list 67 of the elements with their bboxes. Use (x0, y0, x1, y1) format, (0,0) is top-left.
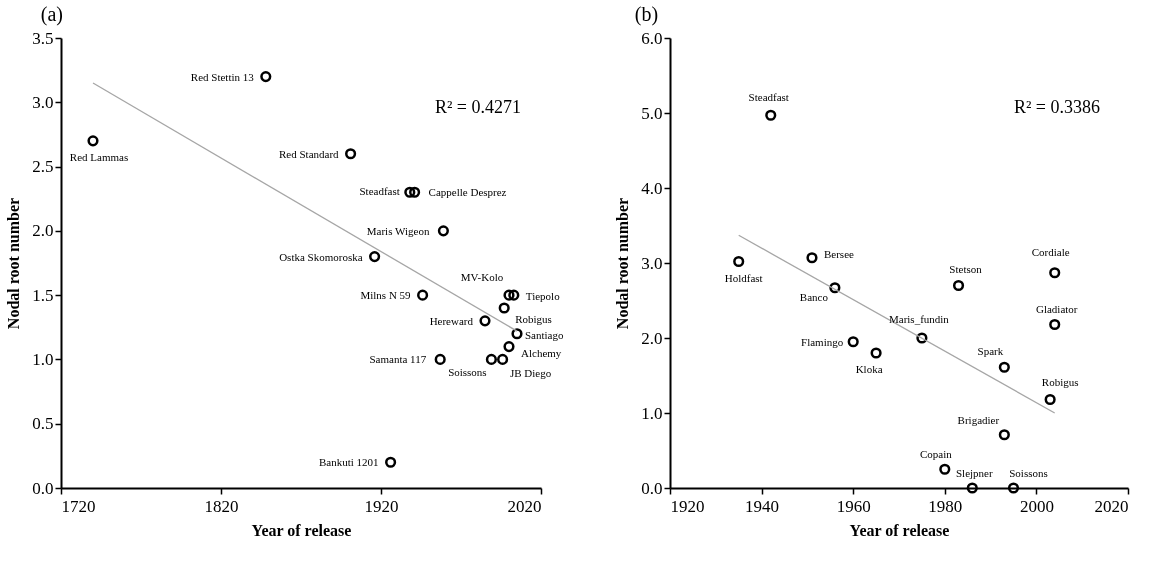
y-tick-label: 6.0 (641, 28, 663, 48)
annotation: Soissons (1009, 467, 1048, 479)
annotation: JB Diego (509, 367, 552, 380)
annotation: Red Lammas (69, 150, 129, 163)
x-tick-label: 2020 (507, 496, 542, 516)
annotation: Banco (799, 290, 829, 303)
x-tick-label: 1940 (745, 496, 780, 516)
x-tick-label: 1720 (61, 496, 96, 516)
annotation: Stetson (949, 262, 983, 275)
annotation: Bersee (823, 247, 855, 260)
annotation: Cappelle Desprez (428, 186, 507, 199)
y-axis-title: Nodal root number (614, 197, 632, 330)
annotation: R² = 0.3386 (1013, 97, 1100, 117)
annotation: Tiepolo (525, 290, 561, 303)
annotation: Santiago (525, 328, 564, 341)
y-tick-label: 0.0 (641, 478, 663, 498)
annotation: Copain (919, 448, 953, 461)
annotation: Spark (977, 345, 1004, 358)
annotation: Gladiator (1035, 302, 1078, 315)
annotation: Hereward (429, 314, 474, 327)
x-axis-title: Year of release (251, 521, 352, 539)
x-tick-label: 1920 (364, 496, 399, 516)
annotation: Samanta 117 (369, 353, 427, 366)
x-tick-label: 1960 (836, 496, 871, 516)
annotation: Robigus (1041, 375, 1079, 388)
y-tick-label: 1.0 (641, 403, 663, 423)
y-tick-label: 2.5 (32, 157, 54, 177)
annotation: Cordiale (1031, 245, 1070, 258)
annotation: MV-Kolo (460, 271, 504, 284)
annotation: Steadfast (359, 185, 400, 198)
annotation: Maris Wigeon (366, 224, 430, 237)
annotation: Slejpner (955, 467, 993, 479)
y-tick-label: 3.0 (641, 253, 663, 273)
annotation: Kloka (855, 363, 883, 375)
annotation: Red Stettin 13 (190, 70, 255, 83)
y-tick-label: 5.0 (641, 103, 663, 123)
x-tick-label: 1920 (670, 496, 705, 516)
annotation: Holdfast (724, 271, 763, 284)
chart-title: (a) (40, 3, 63, 26)
x-tick-label: 2000 (1019, 496, 1054, 516)
annotation: R² = 0.4271 (434, 97, 521, 117)
y-tick-label: 3.5 (32, 28, 54, 48)
x-tick-label: 2020 (1094, 496, 1129, 516)
annotation: Red Standard (279, 147, 340, 160)
annotation: Soissons (448, 366, 487, 379)
y-tick-label: 4.0 (641, 178, 663, 198)
annotation: Ostka Skomoroska (279, 250, 363, 263)
y-tick-label: 1.0 (32, 349, 54, 369)
y-tick-label: 0.0 (32, 478, 54, 498)
y-tick-label: 2.0 (32, 221, 54, 241)
annotation: Milns N 59 (360, 289, 412, 302)
annotation: Bankuti 1201 (319, 456, 379, 469)
annotation: Steadfast (748, 91, 789, 104)
y-tick-label: 2.0 (641, 328, 663, 348)
x-axis-title: Year of release (849, 521, 950, 539)
y-tick-label: 1.5 (32, 285, 54, 305)
annotation: Alchemy (521, 346, 562, 359)
y-axis-title: Nodal root number (5, 197, 23, 330)
y-tick-label: 0.5 (32, 414, 54, 434)
annotation: Robigus (515, 313, 552, 325)
y-tick-label: 3.0 (32, 92, 54, 112)
annotation: Brigadier (957, 413, 1000, 426)
x-tick-label: 1820 (204, 496, 239, 516)
annotation: Flamingo (801, 335, 844, 348)
annotation: Maris_fundin (888, 313, 950, 325)
x-tick-label: 1980 (928, 496, 963, 516)
chart-title: (b) (634, 3, 659, 26)
